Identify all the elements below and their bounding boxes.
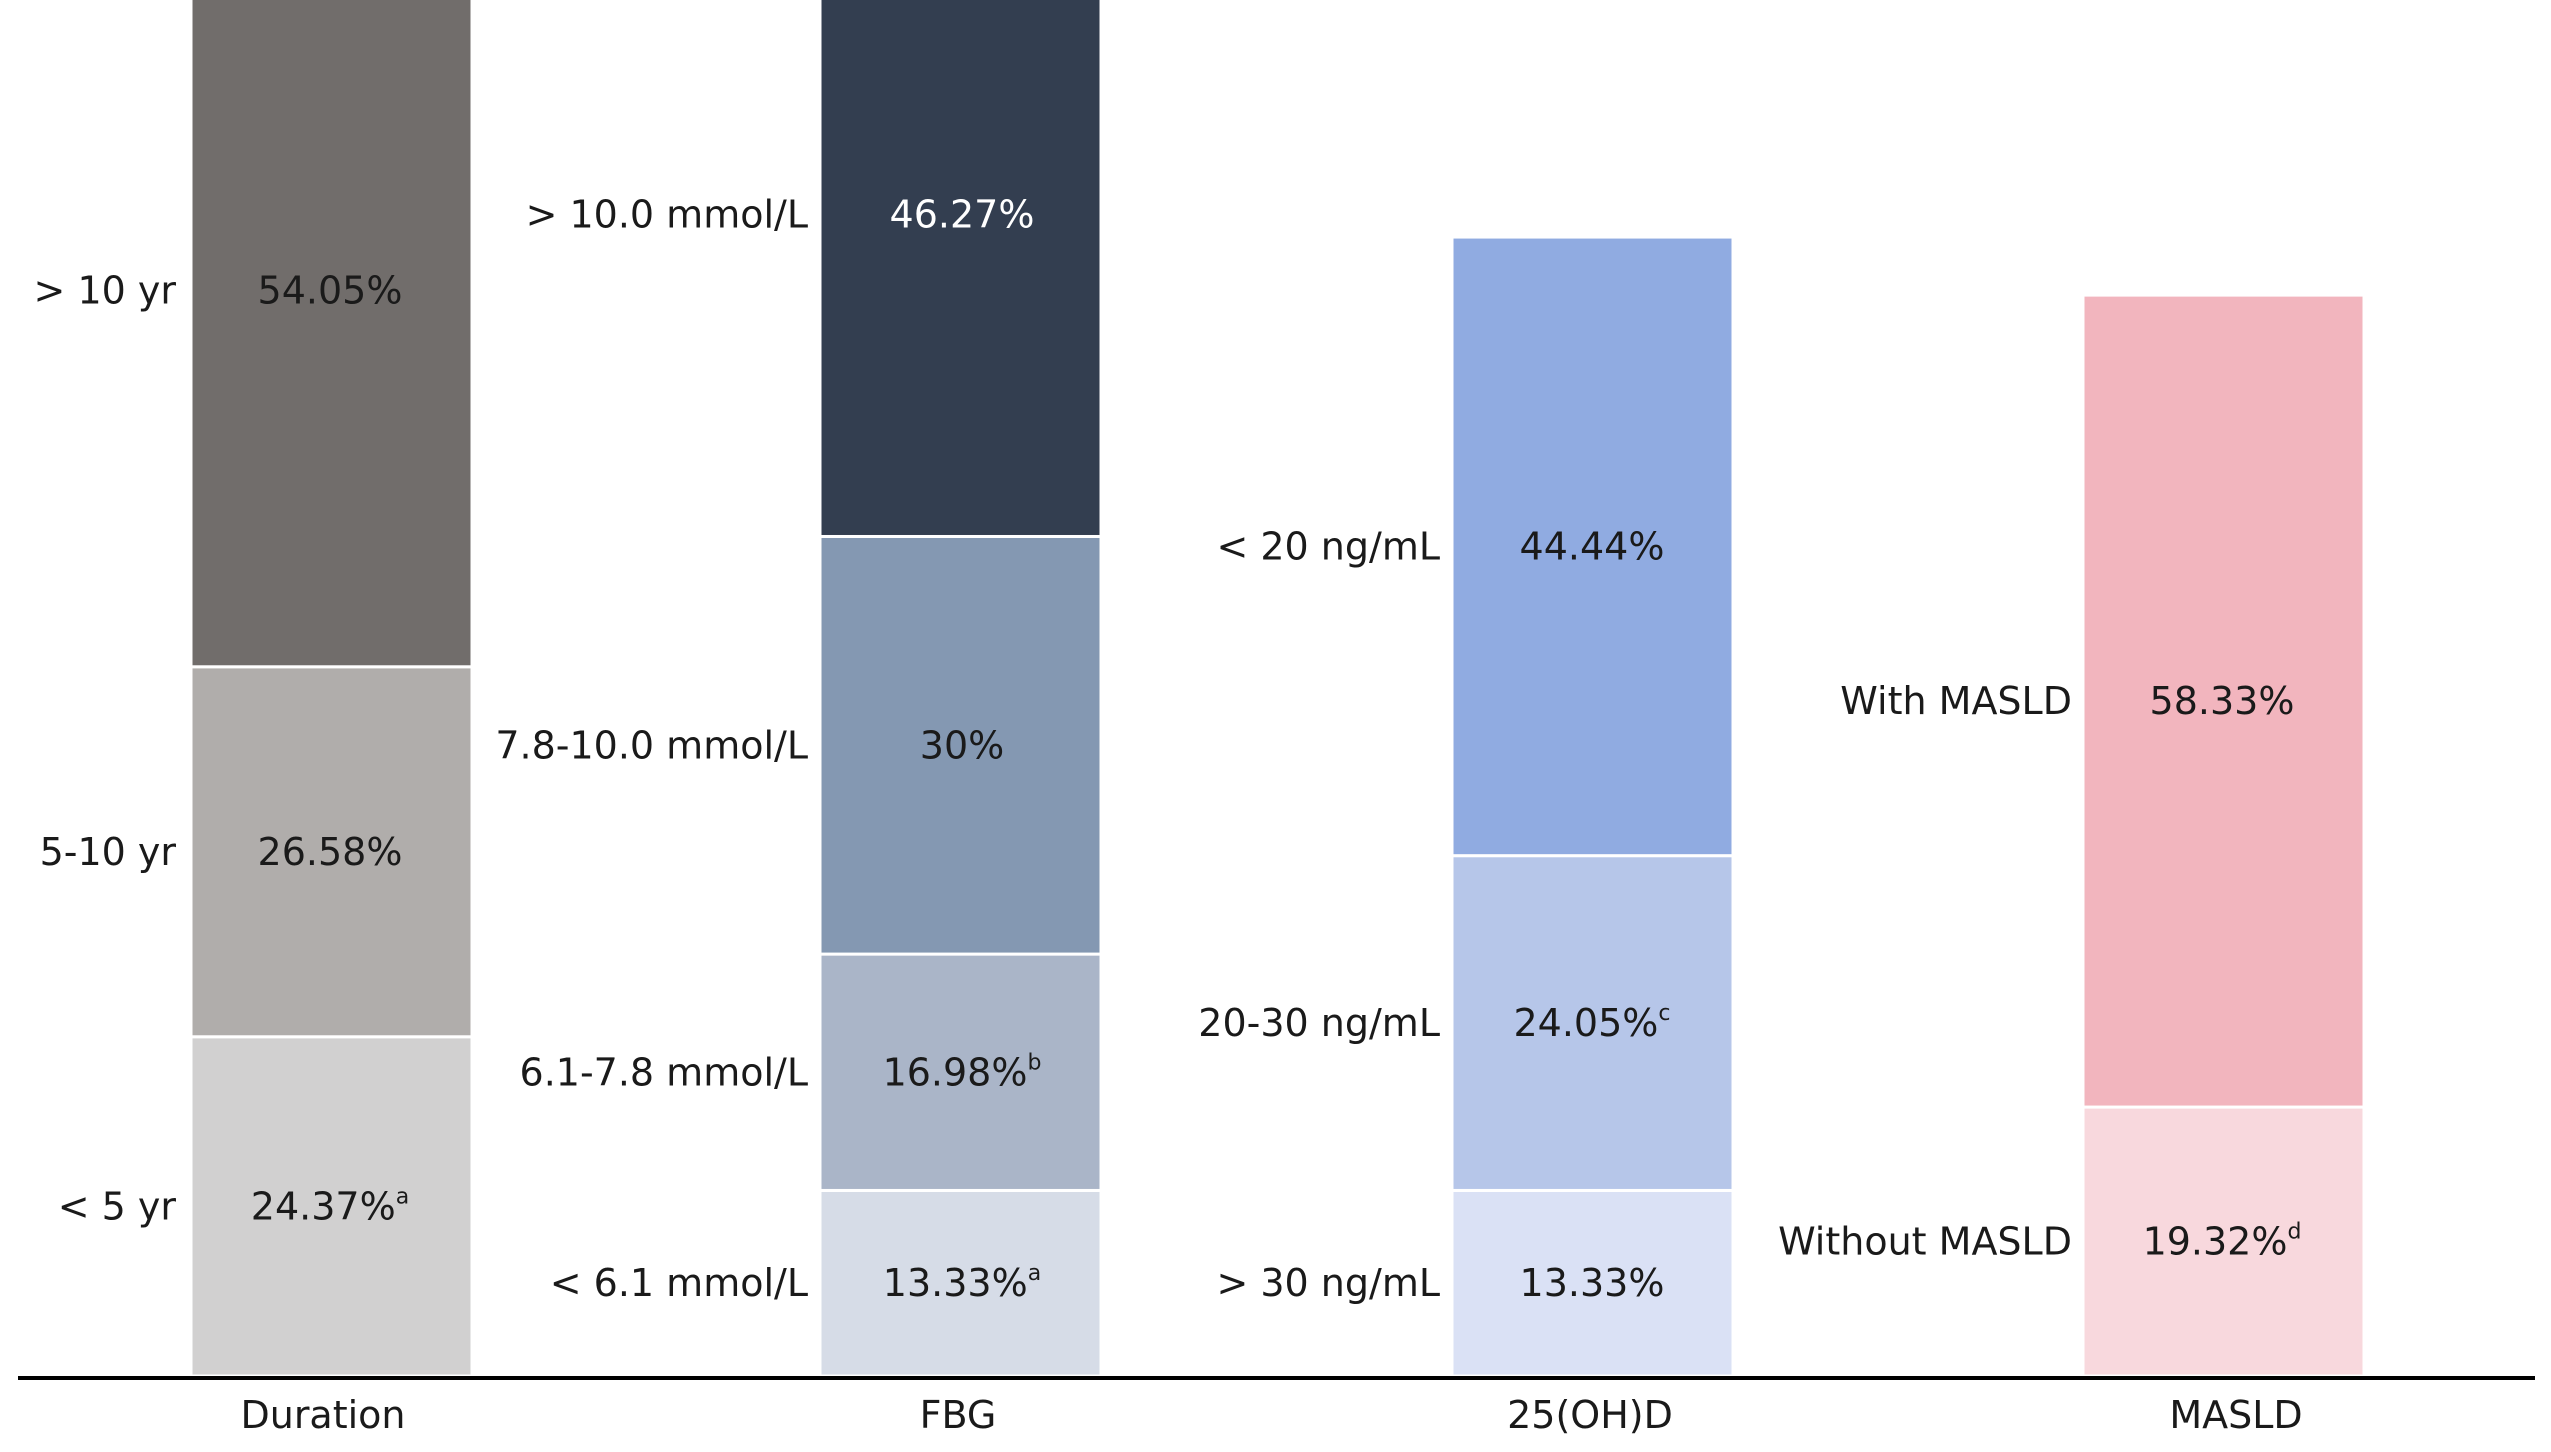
bar-segment-duration-10-yr xyxy=(189,0,474,669)
bar-segment-fbg-7-8-10-0-mmol-l xyxy=(818,534,1103,956)
segment-label-25-oh-d-20-ng-ml: < 20 ng/mL xyxy=(1216,524,1440,568)
value-label-25-oh-d-20-30-ng-ml: 24.05%c xyxy=(1513,1001,1670,1045)
category-label-25-oh-d: 25(OH)D xyxy=(1507,1393,1673,1437)
segment-label-fbg-6-1-mmol-l: < 6.1 mmol/L xyxy=(550,1261,808,1305)
bar-segment-25-oh-d-20-ng-ml xyxy=(1450,235,1735,858)
segment-label-duration-10-yr: > 10 yr xyxy=(34,269,177,313)
segment-label-25-oh-d-30-ng-ml: > 30 ng/mL xyxy=(1216,1261,1440,1305)
bar-segment-fbg-10-0-mmol-l xyxy=(818,0,1103,538)
value-label-fbg-6-1-mmol-l: 13.33%a xyxy=(883,1261,1041,1305)
category-label-fbg: FBG xyxy=(920,1393,997,1437)
segment-label-duration-5-yr: < 5 yr xyxy=(58,1184,177,1228)
segment-label-fbg-6-1-7-8-mmol-l: 6.1-7.8 mmol/L xyxy=(520,1050,808,1094)
segment-label-fbg-10-0-mmol-l: > 10.0 mmol/L xyxy=(526,192,808,236)
category-label-masld: MASLD xyxy=(2169,1393,2302,1437)
value-label-25-oh-d-20-ng-ml: 44.44% xyxy=(1520,524,1665,568)
category-labels-group: Duration FBG 25(OH)D MASLD xyxy=(240,1393,2302,1437)
bar-segment-masld-with-masld xyxy=(2081,293,2366,1109)
segment-label-duration-5-10-yr: 5-10 yr xyxy=(40,830,177,874)
segment-label-fbg-7-8-10-0-mmol-l: 7.8-10.0 mmol/L xyxy=(495,723,808,767)
bars-group: 24.37%a < 5 yr 26.58% 5-10 yr 54.05% > 10 yr 1… xyxy=(34,0,2366,1378)
segment-label-masld-without-masld: Without MASLD xyxy=(1778,1220,2072,1264)
value-label-fbg-7-8-10-0-mmol-l: 30% xyxy=(920,723,1004,767)
category-label-duration: Duration xyxy=(240,1393,405,1437)
bar-segment-fbg-6-1-7-8-mmol-l xyxy=(818,952,1103,1192)
segment-label-masld-with-masld: With MASLD xyxy=(1840,679,2072,723)
value-label-masld-with-masld: 58.33% xyxy=(2150,679,2295,723)
value-label-fbg-10-0-mmol-l: 46.27% xyxy=(890,192,1035,236)
value-label-25-oh-d-30-ng-ml: 13.33% xyxy=(1520,1261,1665,1305)
bar-segment-duration-5-yr xyxy=(189,1035,474,1378)
value-label-duration-5-10-yr: 26.58% xyxy=(258,830,403,874)
bar-segment-duration-5-10-yr xyxy=(189,665,474,1039)
value-label-duration-5-yr: 24.37%a xyxy=(251,1184,409,1228)
value-label-duration-10-yr: 54.05% xyxy=(258,269,403,313)
segment-label-25-oh-d-20-30-ng-ml: 20-30 ng/mL xyxy=(1198,1001,1440,1045)
bar-segment-25-oh-d-20-30-ng-ml xyxy=(1450,854,1735,1192)
bar-segment-25-oh-d-30-ng-ml xyxy=(1450,1188,1735,1378)
value-label-fbg-6-1-7-8-mmol-l: 16.98%b xyxy=(883,1050,1042,1094)
value-label-masld-without-masld: 19.32%d xyxy=(2143,1220,2302,1264)
